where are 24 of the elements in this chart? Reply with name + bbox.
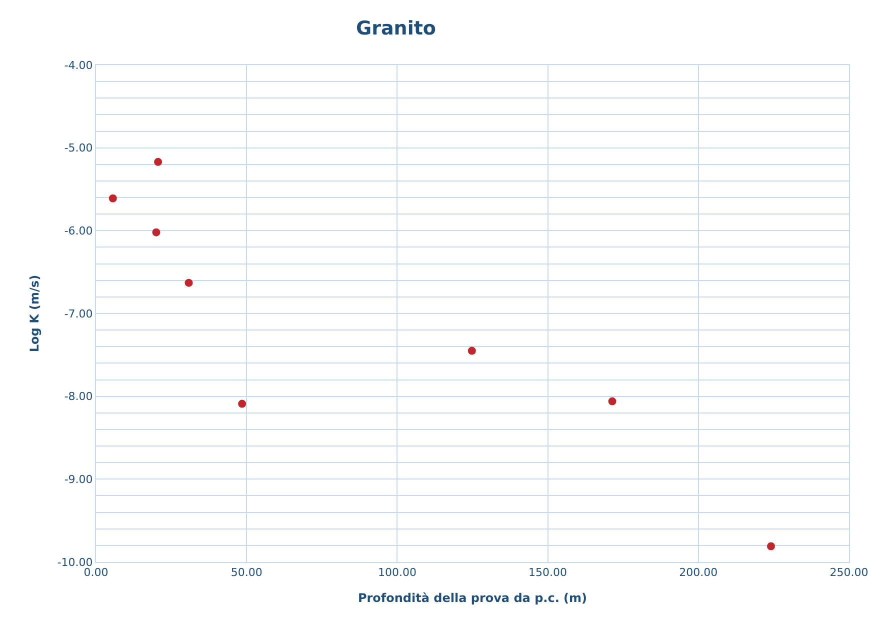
y-tick-label: -6.00 — [64, 224, 93, 238]
y-tick-label: -8.00 — [64, 390, 93, 404]
point — [468, 346, 476, 355]
point — [608, 397, 616, 406]
point — [152, 228, 160, 236]
x-axis-title: Profondità della prova da p.c. (m) — [358, 591, 588, 606]
chart-title: Granito — [356, 18, 436, 40]
y-axis-title: Log K (m/s) — [28, 274, 42, 352]
x-tick-label: 50.00 — [230, 566, 262, 580]
point — [108, 194, 117, 202]
x-tick-label: 250.00 — [830, 566, 868, 580]
x-tick-label: 150.00 — [528, 566, 568, 580]
y-tick-label: -7.00 — [64, 307, 93, 320]
point — [184, 278, 193, 287]
point — [154, 158, 162, 166]
y-tick-label: -9.00 — [64, 473, 93, 486]
y-tick-label: -4.00 — [64, 58, 93, 72]
point — [766, 542, 775, 550]
x-tick-label: 200.00 — [679, 566, 718, 580]
y-tick-label: -5.00 — [64, 142, 93, 155]
x-tick-label: 0.00 — [84, 566, 108, 580]
point — [238, 400, 246, 408]
x-tick-label: 100.00 — [378, 566, 416, 580]
y-tick-label: -10.00 — [57, 556, 93, 569]
